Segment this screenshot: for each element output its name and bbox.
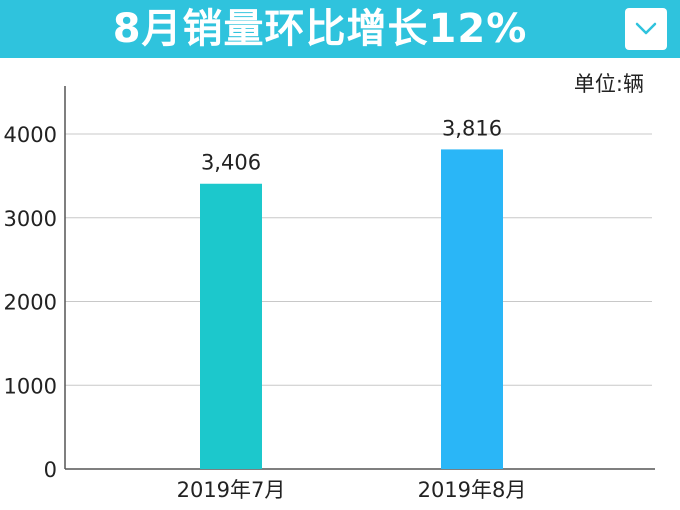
y-tick-labels: 0 1000 2000 3000 4000: [4, 123, 57, 482]
chevron-down-icon: [635, 22, 657, 35]
y-tick-label: 4000: [4, 123, 57, 147]
x-tick-labels: 2019年7月 2019年8月: [177, 478, 527, 502]
x-tick-label: 2019年7月: [177, 478, 286, 502]
x-tick-label: 2019年8月: [418, 478, 527, 502]
bar-1: [200, 183, 262, 469]
y-tick-label: 0: [44, 458, 57, 482]
grid-lines: [65, 133, 652, 386]
y-tick-label: 2000: [4, 291, 57, 315]
value-labels: 3,406 3,816: [201, 116, 502, 174]
page-title: 8月销量环比增长12%: [112, 6, 528, 52]
data-label: 3,816: [442, 116, 502, 140]
y-tick-label: 3000: [4, 207, 57, 231]
bars: [200, 149, 503, 469]
data-label: 3,406: [201, 151, 261, 175]
unit-label: 单位:辆: [573, 72, 644, 96]
dropdown-button[interactable]: [625, 8, 667, 50]
y-tick-label: 1000: [4, 374, 57, 398]
header-bar: 8月销量环比增长12%: [0, 0, 680, 58]
bar-2: [441, 149, 503, 469]
